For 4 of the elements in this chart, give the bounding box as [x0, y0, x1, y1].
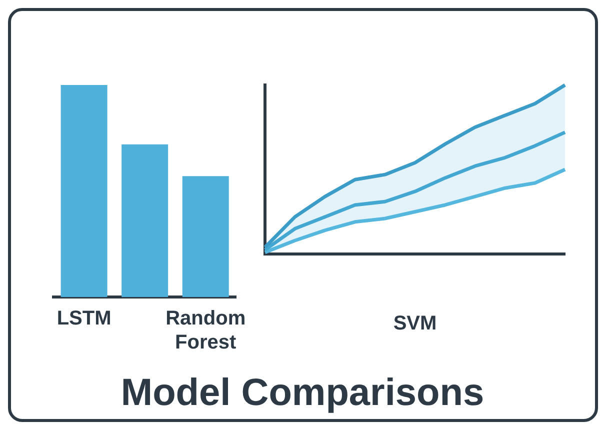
text: Model Comparisons	[120, 372, 486, 415]
x-tick-label: LSTM	[56, 308, 112, 330]
x-axis-title: SVM	[393, 312, 437, 335]
x-tick-label: Random Forest	[166, 308, 246, 354]
